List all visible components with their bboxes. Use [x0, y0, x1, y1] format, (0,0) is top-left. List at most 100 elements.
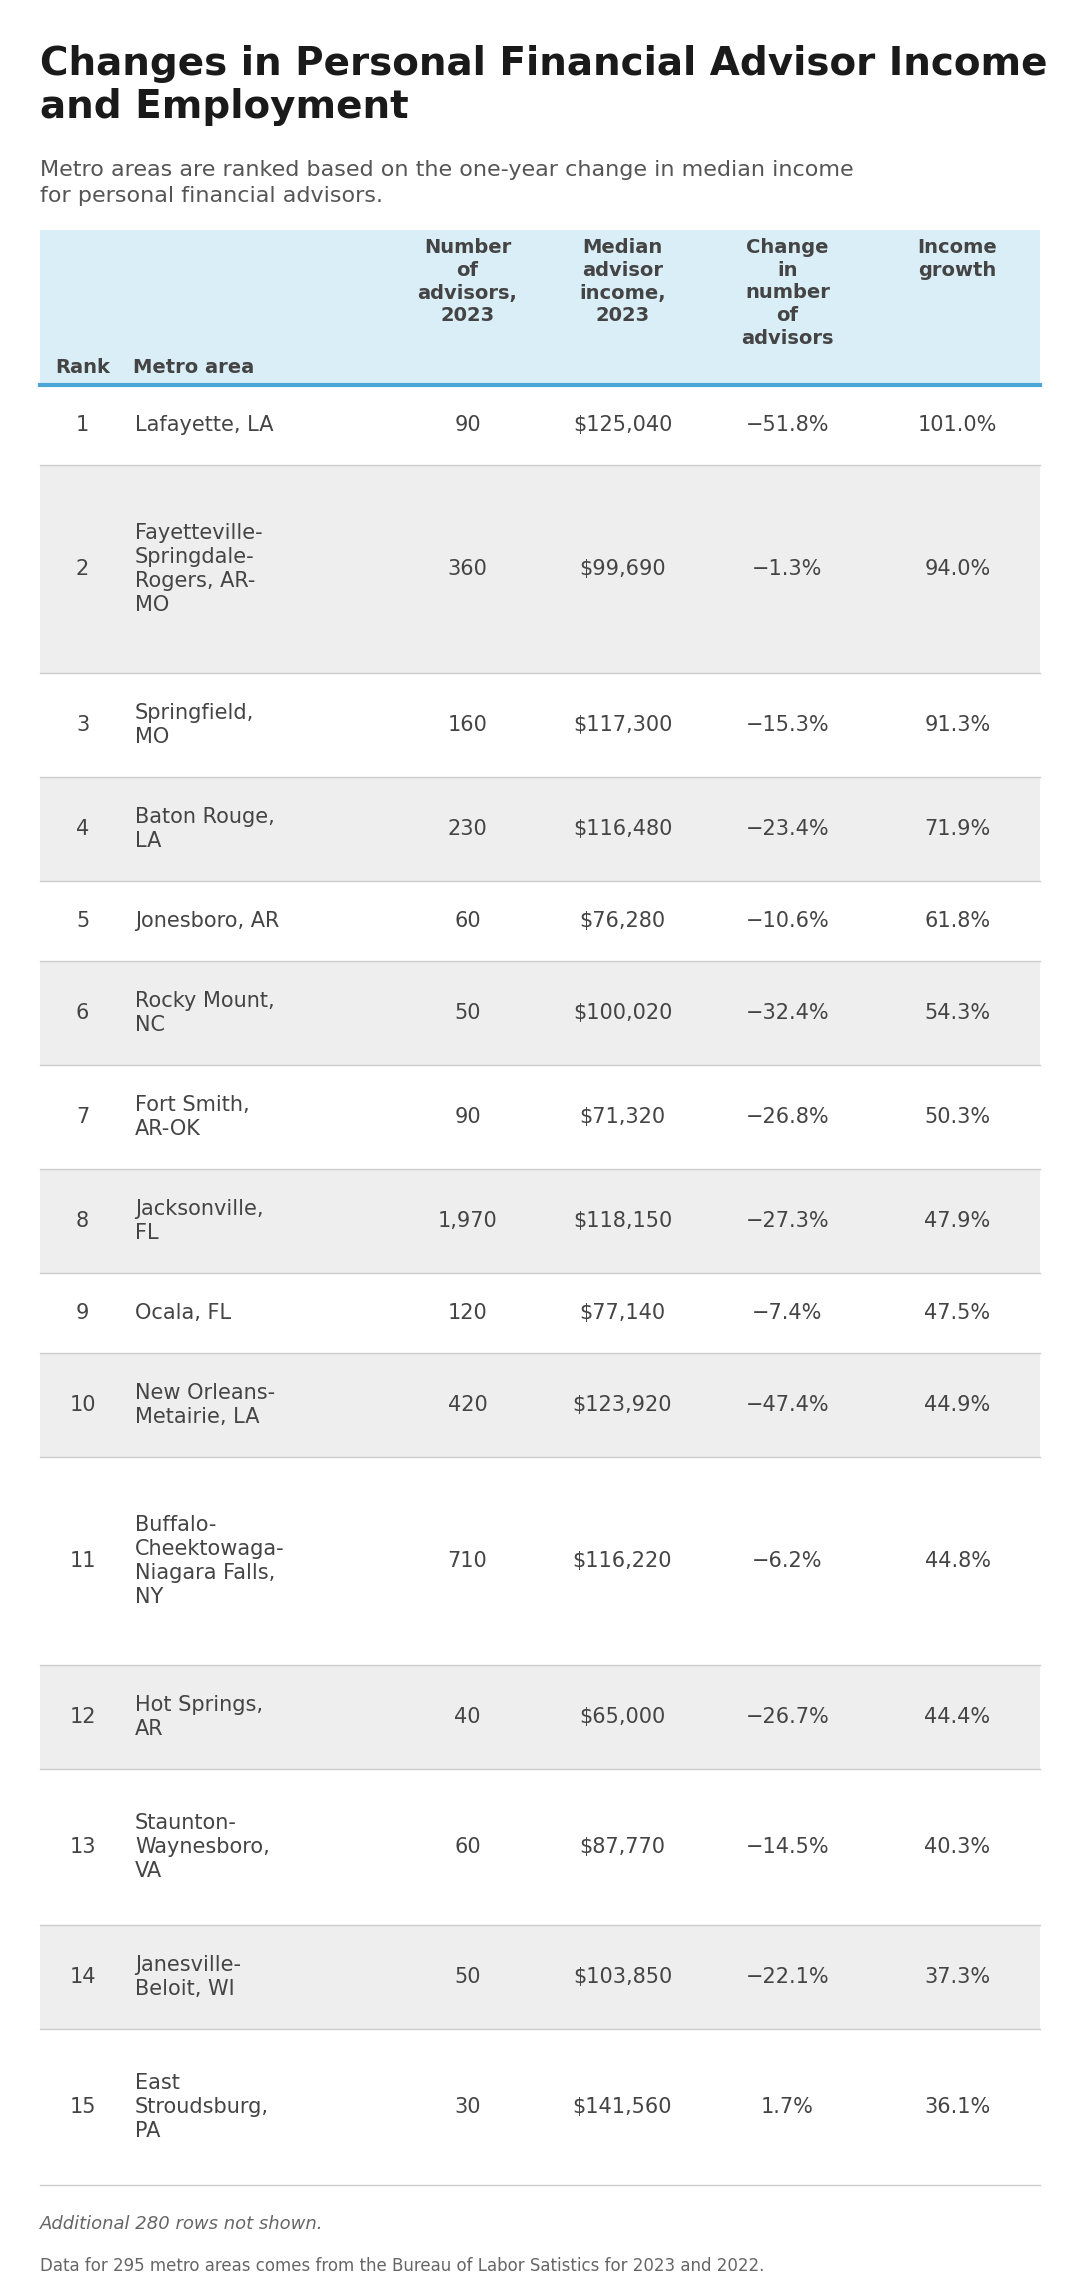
Text: $71,320: $71,320: [580, 1107, 665, 1128]
Text: Springfield,
MO: Springfield, MO: [135, 704, 254, 747]
Bar: [40, 1770, 1040, 1925]
Text: Jacksonville,
FL: Jacksonville, FL: [135, 1198, 264, 1244]
Text: 10: 10: [69, 1394, 96, 1415]
Text: −22.1%: −22.1%: [745, 1966, 829, 1986]
Text: 1.7%: 1.7%: [761, 2098, 814, 2116]
Text: 11: 11: [69, 1551, 96, 1572]
Bar: [40, 465, 1040, 672]
Text: Janesville-
Beloit, WI: Janesville- Beloit, WI: [135, 1955, 241, 2000]
Text: 160: 160: [447, 715, 487, 736]
Text: 91.3%: 91.3%: [924, 715, 990, 736]
Text: 50: 50: [455, 1002, 481, 1023]
Text: 54.3%: 54.3%: [924, 1002, 990, 1023]
Text: Data for 295 metro areas comes from the Bureau of Labor Satistics for 2023 and 2: Data for 295 metro areas comes from the …: [40, 2257, 765, 2276]
Text: 44.8%: 44.8%: [924, 1551, 990, 1572]
Text: $87,770: $87,770: [580, 1836, 665, 1857]
Text: 5: 5: [76, 911, 90, 932]
Text: East
Stroudsburg,
PA: East Stroudsburg, PA: [135, 2073, 269, 2141]
Text: $125,040: $125,040: [572, 415, 672, 435]
Text: Number
of
advisors,
2023: Number of advisors, 2023: [418, 237, 517, 326]
Text: 30: 30: [455, 2098, 481, 2116]
Text: $65,000: $65,000: [579, 1706, 665, 1727]
Text: 4: 4: [76, 820, 90, 838]
Text: $103,850: $103,850: [572, 1966, 672, 1986]
Text: −26.8%: −26.8%: [745, 1107, 829, 1128]
Bar: [40, 230, 1040, 385]
Text: 420: 420: [447, 1394, 487, 1415]
Text: Fort Smith,
AR-OK: Fort Smith, AR-OK: [135, 1096, 249, 1139]
Text: −6.2%: −6.2%: [753, 1551, 823, 1572]
Text: 60: 60: [455, 911, 481, 932]
Text: −32.4%: −32.4%: [745, 1002, 829, 1023]
Text: Median
advisor
income,
2023: Median advisor income, 2023: [579, 237, 665, 326]
Text: 94.0%: 94.0%: [924, 558, 990, 579]
Text: 1,970: 1,970: [437, 1212, 498, 1230]
Bar: [40, 1066, 1040, 1169]
Text: −14.5%: −14.5%: [745, 1836, 829, 1857]
Text: Ocala, FL: Ocala, FL: [135, 1303, 231, 1324]
Text: $99,690: $99,690: [579, 558, 665, 579]
Text: 40: 40: [455, 1706, 481, 1727]
Text: 6: 6: [76, 1002, 90, 1023]
Text: 120: 120: [447, 1303, 487, 1324]
Bar: [40, 1665, 1040, 1770]
Text: −47.4%: −47.4%: [745, 1394, 829, 1415]
Bar: [40, 1458, 1040, 1665]
Bar: [40, 672, 1040, 777]
Bar: [40, 1273, 1040, 1353]
Text: −26.7%: −26.7%: [745, 1706, 829, 1727]
Text: −1.3%: −1.3%: [753, 558, 823, 579]
Text: Metro areas are ranked based on the one-year change in median income
for persona: Metro areas are ranked based on the one-…: [40, 159, 853, 205]
Bar: [40, 2030, 1040, 2185]
Text: $100,020: $100,020: [572, 1002, 672, 1023]
Text: −15.3%: −15.3%: [745, 715, 829, 736]
Text: 14: 14: [69, 1966, 96, 1986]
Text: 61.8%: 61.8%: [924, 911, 990, 932]
Bar: [40, 777, 1040, 882]
Text: 37.3%: 37.3%: [924, 1966, 990, 1986]
Text: 15: 15: [69, 2098, 96, 2116]
Text: 36.1%: 36.1%: [924, 2098, 990, 2116]
Bar: [40, 385, 1040, 465]
Text: Jonesboro, AR: Jonesboro, AR: [135, 911, 280, 932]
Text: 44.9%: 44.9%: [924, 1394, 990, 1415]
Text: 40.3%: 40.3%: [924, 1836, 990, 1857]
Text: 71.9%: 71.9%: [924, 820, 990, 838]
Text: Rocky Mount,
NC: Rocky Mount, NC: [135, 991, 274, 1034]
Text: $118,150: $118,150: [572, 1212, 672, 1230]
Text: 710: 710: [447, 1551, 487, 1572]
Bar: [40, 882, 1040, 961]
Text: New Orleans-
Metairie, LA: New Orleans- Metairie, LA: [135, 1383, 275, 1426]
Bar: [40, 1353, 1040, 1458]
Text: 50: 50: [455, 1966, 481, 1986]
Text: 90: 90: [455, 1107, 481, 1128]
Text: −10.6%: −10.6%: [745, 911, 829, 932]
Text: −23.4%: −23.4%: [745, 820, 829, 838]
Text: 90: 90: [455, 415, 481, 435]
Text: 1: 1: [76, 415, 90, 435]
Text: −7.4%: −7.4%: [753, 1303, 823, 1324]
Text: 2: 2: [76, 558, 90, 579]
Text: 101.0%: 101.0%: [918, 415, 997, 435]
Text: Additional 280 rows not shown.: Additional 280 rows not shown.: [40, 2214, 324, 2232]
Text: $141,560: $141,560: [572, 2098, 672, 2116]
Text: Staunton-
Waynesboro,
VA: Staunton- Waynesboro, VA: [135, 1813, 270, 1882]
Text: 50.3%: 50.3%: [924, 1107, 990, 1128]
Text: Rank: Rank: [55, 358, 110, 376]
Text: Change
in
number
of
advisors: Change in number of advisors: [741, 237, 834, 349]
Text: 9: 9: [76, 1303, 90, 1324]
Text: 3: 3: [76, 715, 90, 736]
Text: $76,280: $76,280: [580, 911, 665, 932]
Text: 8: 8: [76, 1212, 89, 1230]
Text: Fayetteville-
Springdale-
Rogers, AR-
MO: Fayetteville- Springdale- Rogers, AR- MO: [135, 524, 262, 615]
Bar: [40, 1925, 1040, 2030]
Text: Changes in Personal Financial Advisor Income
and Employment: Changes in Personal Financial Advisor In…: [40, 46, 1048, 125]
Text: Buffalo-
Cheektowaga-
Niagara Falls,
NY: Buffalo- Cheektowaga- Niagara Falls, NY: [135, 1515, 285, 1606]
Text: $117,300: $117,300: [572, 715, 672, 736]
Text: Metro area: Metro area: [133, 358, 254, 376]
Text: −27.3%: −27.3%: [745, 1212, 829, 1230]
Text: 7: 7: [76, 1107, 90, 1128]
Text: 230: 230: [447, 820, 487, 838]
Text: 44.4%: 44.4%: [924, 1706, 990, 1727]
Text: 12: 12: [69, 1706, 96, 1727]
